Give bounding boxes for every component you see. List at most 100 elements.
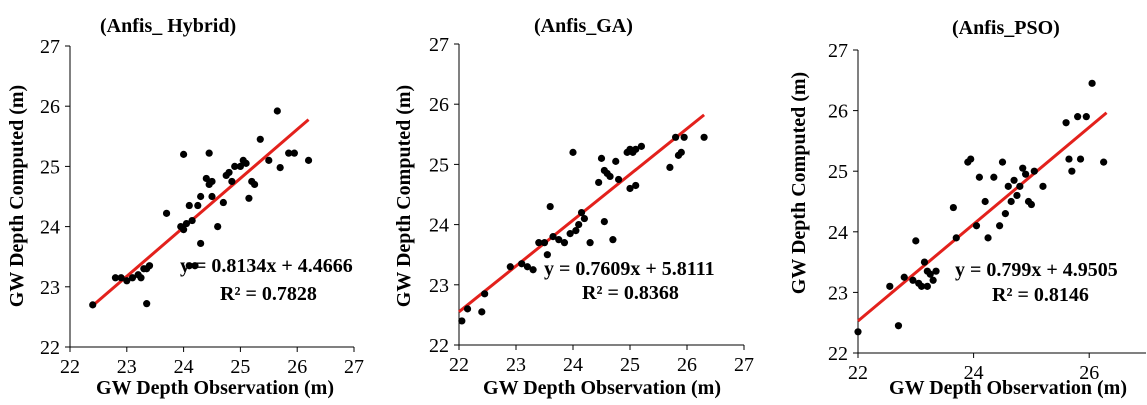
x-tick-label: 25	[230, 356, 250, 378]
data-point	[917, 282, 926, 290]
data-point	[566, 230, 574, 238]
data-point	[180, 150, 188, 158]
data-point	[990, 173, 998, 181]
data-point	[549, 233, 557, 241]
data-point	[219, 198, 227, 207]
data-point	[228, 177, 236, 186]
data-point	[996, 222, 1004, 230]
y-tick-label: 24	[429, 215, 449, 237]
y-tick-label: 23	[429, 275, 449, 297]
panel-anfis-pso: (Anfis_PSO) GW Depth Observation (m) GW …	[788, 17, 1146, 399]
data-point	[1062, 119, 1070, 127]
data-point	[191, 262, 199, 270]
data-point	[1100, 158, 1108, 166]
data-point	[214, 223, 222, 231]
regression-equation: y = 0.8134x + 4.4666	[180, 255, 353, 277]
y-tick-label: 22	[828, 343, 848, 365]
data-point	[245, 194, 253, 202]
data-point	[580, 214, 589, 223]
data-point	[972, 222, 981, 230]
data-point	[242, 159, 250, 167]
y-tick-label: 23	[828, 282, 848, 304]
data-point	[912, 237, 920, 245]
x-tick-label: 27	[734, 354, 754, 376]
panel-anfis-hybrid: (Anfis_ Hybrid) GW Depth Observation (m)…	[6, 15, 364, 399]
data-point	[143, 300, 151, 308]
y-tick-label: 27	[828, 40, 848, 62]
data-point	[929, 276, 937, 284]
data-point	[975, 173, 983, 181]
data-point	[672, 133, 680, 141]
data-point	[677, 148, 685, 156]
data-point	[535, 239, 543, 247]
x-tick-label: 23	[117, 356, 137, 378]
data-point	[256, 135, 264, 143]
y-tick-label: 26	[40, 96, 60, 118]
data-point	[854, 328, 862, 336]
r-squared-label: R² = 0.8368	[582, 282, 679, 304]
data-point	[967, 155, 975, 163]
data-point	[1016, 182, 1024, 190]
x-tick-label: 24	[563, 354, 583, 376]
x-tick-label: 22	[60, 356, 80, 378]
x-tick-label: 26	[677, 354, 697, 376]
data-point	[290, 149, 298, 157]
y-tick-label: 27	[429, 34, 449, 56]
data-point	[909, 276, 917, 284]
data-point	[128, 274, 137, 282]
data-point	[572, 227, 580, 235]
y-tick-label: 24	[828, 222, 848, 244]
y-tick-label: 23	[40, 277, 60, 299]
data-point	[236, 162, 244, 170]
data-point	[185, 262, 193, 270]
x-tick-label: 22	[848, 362, 868, 384]
y-axis-label: GW Depth Computed (m)	[788, 72, 810, 294]
data-point	[145, 262, 154, 270]
data-point	[265, 156, 273, 164]
data-point	[886, 282, 894, 290]
data-point	[595, 178, 603, 187]
y-tick-label: 22	[429, 335, 449, 357]
data-point	[137, 274, 145, 282]
data-point	[123, 277, 131, 285]
data-point	[182, 219, 191, 228]
data-point	[208, 192, 216, 201]
data-point	[952, 234, 960, 242]
r-squared-label: R² = 0.8146	[992, 284, 1089, 306]
data-point	[180, 226, 188, 234]
data-point	[1022, 170, 1030, 178]
data-point	[1001, 210, 1009, 218]
data-point	[632, 145, 640, 153]
x-tick-label: 26	[287, 356, 307, 378]
regression-equation: y = 0.7609x + 5.8111	[544, 258, 715, 280]
data-point	[276, 164, 284, 172]
data-point	[920, 258, 929, 266]
data-point	[111, 274, 120, 282]
data-point	[188, 216, 196, 225]
x-tick-label: 26	[1079, 362, 1099, 384]
data-point	[543, 251, 551, 259]
data-point	[185, 201, 193, 210]
data-point	[1088, 79, 1096, 87]
r-squared-label: R² = 0.7828	[220, 283, 317, 305]
x-axis-label: GW Depth Observation (m)	[96, 377, 334, 399]
data-point	[981, 197, 989, 206]
data-point	[89, 301, 97, 309]
data-point	[1076, 155, 1085, 163]
data-point	[481, 290, 489, 298]
data-point	[1082, 113, 1090, 121]
data-point	[540, 239, 549, 247]
data-point	[1007, 197, 1015, 206]
data-point	[529, 266, 537, 274]
data-point	[194, 201, 202, 210]
data-point	[1065, 155, 1073, 163]
data-point	[1039, 182, 1047, 190]
x-axis-label: GW Depth Observation (m)	[889, 377, 1127, 399]
data-point	[577, 208, 586, 217]
data-point	[637, 142, 646, 150]
y-axis-label: GW Depth Computed (m)	[393, 85, 415, 307]
data-point	[1013, 191, 1021, 200]
data-point	[1027, 200, 1035, 209]
data-point	[304, 156, 313, 164]
